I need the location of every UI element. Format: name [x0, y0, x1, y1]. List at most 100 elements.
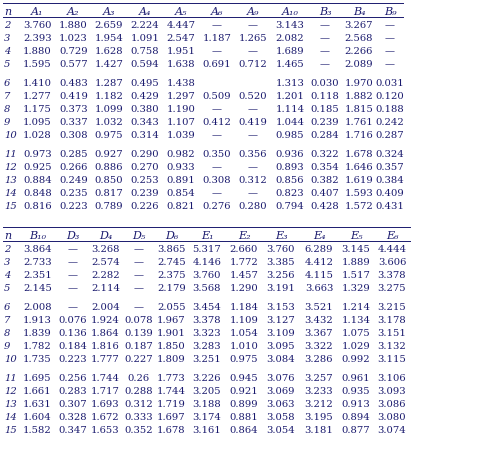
Text: —: — [247, 47, 257, 56]
Text: 3.093: 3.093 [377, 386, 406, 395]
Text: 1.201: 1.201 [275, 92, 304, 101]
Text: 3.086: 3.086 [377, 399, 406, 408]
Text: 3.188: 3.188 [192, 399, 221, 408]
Text: 3: 3 [4, 34, 10, 43]
Text: 1.107: 1.107 [166, 118, 195, 127]
Text: 0.894: 0.894 [341, 412, 370, 421]
Text: 3.174: 3.174 [192, 412, 221, 421]
Text: 1.924: 1.924 [91, 315, 120, 324]
Text: 0.26: 0.26 [127, 373, 149, 382]
Text: —: — [384, 34, 394, 43]
Text: 3.268: 3.268 [91, 244, 120, 253]
Text: —: — [67, 258, 77, 267]
Text: 1.187: 1.187 [202, 34, 231, 43]
Text: 0.495: 0.495 [130, 79, 159, 88]
Text: 2: 2 [4, 21, 10, 30]
Text: 1.646: 1.646 [344, 163, 373, 171]
Text: 4.412: 4.412 [304, 258, 333, 267]
Text: 2.375: 2.375 [157, 270, 185, 279]
Text: E₁: E₁ [200, 230, 213, 240]
Text: 0.817: 0.817 [94, 189, 123, 198]
Text: 1.744: 1.744 [91, 373, 120, 382]
Text: 1.075: 1.075 [341, 328, 370, 337]
Text: 1.628: 1.628 [94, 47, 123, 56]
Text: 0.270: 0.270 [130, 163, 159, 171]
Text: 1.109: 1.109 [229, 315, 258, 324]
Text: 0.235: 0.235 [59, 189, 88, 198]
Text: D₆: D₆ [165, 230, 178, 240]
Text: 1.719: 1.719 [157, 399, 185, 408]
Text: 0.256: 0.256 [58, 373, 87, 382]
Text: 3.864: 3.864 [23, 244, 52, 253]
Text: 0.354: 0.354 [310, 163, 339, 171]
Text: 0.712: 0.712 [238, 60, 267, 69]
Text: 3.076: 3.076 [266, 373, 295, 382]
Text: 0.794: 0.794 [275, 202, 304, 211]
Text: 1.672: 1.672 [91, 412, 120, 421]
Text: 1.638: 1.638 [166, 60, 195, 69]
Text: 3.161: 3.161 [192, 425, 221, 434]
Text: —: — [247, 189, 257, 198]
Text: 4.447: 4.447 [166, 21, 195, 30]
Text: 1.850: 1.850 [157, 341, 185, 350]
Text: 3.191: 3.191 [266, 283, 295, 292]
Text: 1.465: 1.465 [275, 60, 304, 69]
Text: B₉: B₉ [383, 7, 395, 17]
Text: 1.689: 1.689 [275, 47, 303, 56]
Text: 0.973: 0.973 [23, 150, 52, 159]
Text: 4.115: 4.115 [304, 270, 333, 279]
Text: —: — [212, 21, 222, 30]
Text: 0.350: 0.350 [202, 150, 231, 159]
Text: 0.188: 0.188 [375, 105, 404, 114]
Text: 0.280: 0.280 [238, 202, 267, 211]
Text: 1.099: 1.099 [94, 105, 123, 114]
Text: 1.880: 1.880 [59, 21, 88, 30]
Text: A₂: A₂ [67, 7, 79, 17]
Text: 1.044: 1.044 [275, 118, 304, 127]
Text: 3.195: 3.195 [304, 412, 333, 421]
Text: 0.886: 0.886 [94, 163, 123, 171]
Text: 0.184: 0.184 [58, 341, 87, 350]
Text: 0.729: 0.729 [59, 47, 88, 56]
Text: 1.114: 1.114 [275, 105, 304, 114]
Text: —: — [133, 283, 143, 292]
Text: 1.693: 1.693 [91, 399, 120, 408]
Text: 13: 13 [4, 175, 17, 184]
Text: 4.444: 4.444 [377, 244, 406, 253]
Text: 3.132: 3.132 [377, 341, 406, 350]
Text: 3.151: 3.151 [377, 328, 406, 337]
Text: 12: 12 [4, 386, 17, 395]
Text: 2.659: 2.659 [94, 21, 123, 30]
Text: 0.312: 0.312 [238, 175, 267, 184]
Text: 3.181: 3.181 [304, 425, 333, 434]
Text: 3.257: 3.257 [304, 373, 333, 382]
Text: 0.891: 0.891 [166, 175, 195, 184]
Text: 0.223: 0.223 [59, 202, 88, 211]
Text: —: — [319, 60, 329, 69]
Text: 3.178: 3.178 [377, 315, 406, 324]
Text: —: — [133, 244, 143, 253]
Text: 0.356: 0.356 [238, 150, 267, 159]
Text: 1.595: 1.595 [23, 60, 52, 69]
Text: 0.287: 0.287 [375, 131, 404, 140]
Text: 1.864: 1.864 [91, 328, 120, 337]
Text: 0.881: 0.881 [229, 412, 258, 421]
Text: 0.078: 0.078 [124, 315, 152, 324]
Text: —: — [319, 34, 329, 43]
Text: 14: 14 [4, 189, 17, 198]
Text: 1.572: 1.572 [344, 202, 373, 211]
Text: 1.777: 1.777 [91, 354, 120, 363]
Text: 0.384: 0.384 [375, 175, 404, 184]
Text: 1.744: 1.744 [157, 386, 186, 395]
Text: 1.182: 1.182 [94, 92, 123, 101]
Text: 0.921: 0.921 [229, 386, 258, 395]
Text: D₅: D₅ [132, 230, 145, 240]
Text: 0.975: 0.975 [229, 354, 258, 363]
Text: 3.109: 3.109 [266, 328, 295, 337]
Text: 0.856: 0.856 [275, 175, 303, 184]
Text: 9: 9 [4, 118, 10, 127]
Text: 0.992: 0.992 [341, 354, 370, 363]
Text: —: — [67, 270, 77, 279]
Text: 0.848: 0.848 [23, 189, 52, 198]
Text: 0.283: 0.283 [58, 386, 87, 395]
